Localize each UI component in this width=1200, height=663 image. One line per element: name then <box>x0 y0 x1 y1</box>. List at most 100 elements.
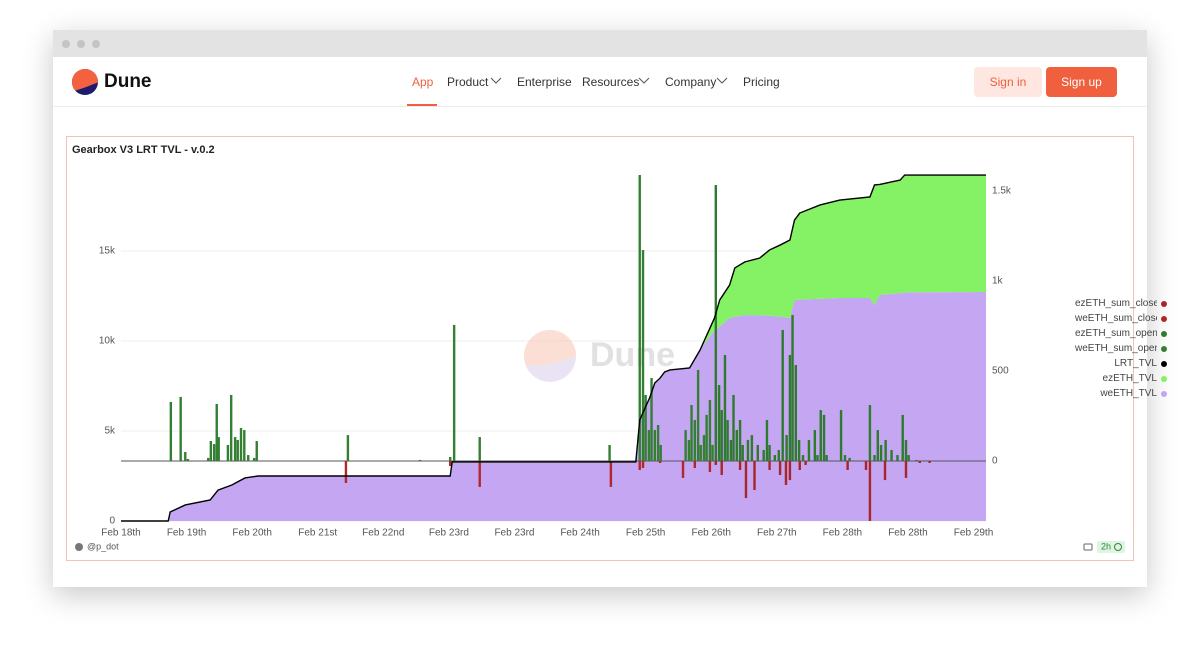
nav-link[interactable]: Enterprise <box>517 75 572 89</box>
bar <box>723 354 727 462</box>
x-tick-label: Feb 28th <box>823 528 862 539</box>
nav-link[interactable]: Pricing <box>743 75 780 89</box>
bar <box>693 419 697 462</box>
line <box>121 174 986 522</box>
legend-item[interactable]: weETH_sum_open <box>1075 341 1167 356</box>
bar <box>243 430 246 462</box>
watermark: Dune <box>524 330 675 382</box>
bar <box>884 439 887 462</box>
bar <box>705 414 708 462</box>
bar <box>229 394 233 462</box>
bar <box>653 430 657 462</box>
chevron <box>490 77 502 84</box>
bar <box>659 444 662 462</box>
logo[interactable] <box>71 68 99 96</box>
bar <box>785 435 788 462</box>
sign-in-button[interactable]: Sign in <box>974 67 1042 97</box>
bar <box>777 450 780 462</box>
bar <box>798 461 801 471</box>
bar <box>918 461 921 463</box>
bar <box>873 455 876 462</box>
bar <box>843 455 847 462</box>
bar <box>768 461 771 471</box>
x-tick-label: Feb 29th <box>954 528 993 539</box>
bar <box>773 455 777 462</box>
legend-item[interactable]: ezETH_sum_close <box>1075 296 1167 311</box>
bar <box>608 444 611 462</box>
bar <box>346 435 350 462</box>
bar <box>904 461 908 478</box>
bar <box>186 459 190 462</box>
bar <box>879 444 883 462</box>
legend-label: weETH_sum_close <box>1075 313 1157 324</box>
legend-label: ezETH_sum_open <box>1075 328 1157 339</box>
legend-item[interactable]: LRT_TVL <box>1075 356 1167 371</box>
bar <box>868 405 872 462</box>
bar <box>756 444 759 462</box>
camera-icon[interactable] <box>1083 543 1093 551</box>
bar <box>804 461 807 465</box>
bar <box>846 461 849 471</box>
bar <box>644 394 647 462</box>
watermark-logo <box>524 330 576 366</box>
x-tick-label: Feb 22nd <box>362 528 404 539</box>
bar <box>207 457 210 462</box>
bar <box>848 457 851 462</box>
bar <box>656 425 660 462</box>
nav-link[interactable]: App <box>412 75 434 89</box>
nav-link[interactable]: Product <box>447 75 489 89</box>
bar <box>839 410 843 462</box>
x-tick-label: Feb 26th <box>691 528 730 539</box>
bar <box>822 414 826 462</box>
legend-item[interactable]: ezETH_sum_open <box>1075 326 1167 341</box>
bar <box>693 461 697 469</box>
bar <box>890 450 893 462</box>
check-icon <box>1114 543 1122 551</box>
nav-link[interactable]: Company <box>665 75 717 89</box>
bar <box>720 461 723 476</box>
bar <box>797 439 801 462</box>
nav-link[interactable]: Resources <box>582 75 640 89</box>
bar <box>247 455 250 462</box>
bar <box>768 444 771 462</box>
author[interactable]: @p_dot <box>87 541 119 551</box>
bar <box>708 399 712 462</box>
legend-item[interactable]: weETH_TVL <box>1075 386 1167 401</box>
sign-up-button[interactable]: Sign up <box>1046 67 1117 97</box>
x-tick-label: Feb 25th <box>626 528 665 539</box>
y-tick-label: 10k <box>99 336 116 347</box>
bar <box>825 455 828 462</box>
bar <box>226 444 230 462</box>
bar <box>915 459 918 462</box>
bar <box>928 461 931 463</box>
bar <box>638 461 641 471</box>
bar <box>726 419 729 462</box>
brand[interactable]: Dune <box>104 71 152 92</box>
bar <box>741 444 744 462</box>
y2-tick-label: 1k <box>992 276 1004 287</box>
bar <box>711 444 714 462</box>
bar <box>794 365 798 462</box>
x-tick-label: Feb 18th <box>101 528 140 539</box>
bar <box>750 435 754 462</box>
bar <box>883 461 887 481</box>
bar <box>901 414 904 462</box>
legend-item[interactable]: ezETH_TVL <box>1075 371 1167 386</box>
bar <box>907 455 910 462</box>
bar <box>239 428 243 462</box>
bar <box>702 435 706 462</box>
bar <box>819 410 822 462</box>
bar <box>179 396 182 462</box>
bar <box>816 455 819 462</box>
bar <box>784 461 788 485</box>
bar <box>778 461 782 476</box>
bar <box>658 461 662 463</box>
bar <box>801 455 805 462</box>
area <box>121 175 986 522</box>
legend-item[interactable]: weETH_sum_close <box>1075 311 1167 326</box>
bar <box>215 403 218 462</box>
bar <box>684 430 687 462</box>
window-dot <box>77 40 85 48</box>
